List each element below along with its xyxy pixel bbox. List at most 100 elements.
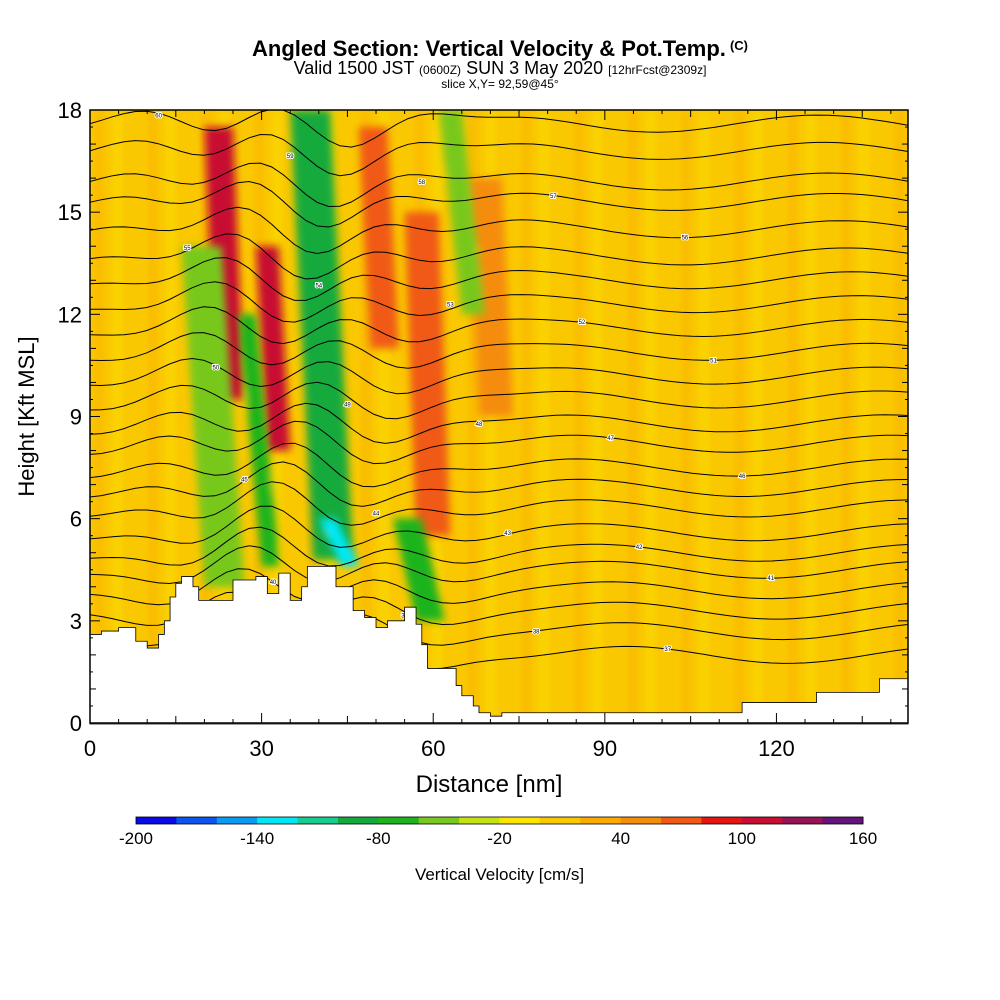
colorbar-label: Vertical Velocity [cm/s] [415,865,584,884]
colorbar-tick-label: -140 [240,829,274,848]
theta-line [90,162,908,208]
field-streak [576,110,584,723]
theta-label: 59 [287,154,294,160]
field-streak [860,110,868,723]
y-tick-label: 9 [70,405,82,430]
colorbar-tick-label: -20 [487,829,512,848]
field-streak [291,110,299,723]
theta-label: 40 [270,580,277,586]
band-contour [255,246,291,451]
theta-label: 51 [710,358,717,364]
x-tick-label: 120 [758,736,795,761]
colorbar-swatch [257,817,299,824]
valid-time-line: Valid 1500 JST (0600Z) SUN 3 May 2020 [1… [0,58,1000,79]
theta-label: 50 [213,365,220,371]
theta-line [90,545,908,585]
theta-label: 48 [476,422,483,428]
colorbar-swatch [176,817,218,824]
colorbar-swatch [216,817,258,824]
downdraft-band [318,518,359,567]
field-streak [398,110,406,723]
y-axis-label: Height [Kft MSL] [14,336,39,496]
band-contour [404,212,451,536]
field-streak [344,110,352,723]
valid-prefix: Valid 1500 JST [293,58,415,78]
theta-line [90,591,908,626]
terrain-mask [89,565,909,725]
colorbar-swatch [661,817,702,824]
terrain [89,565,909,725]
theta-label: 37 [664,647,671,653]
colorbar-frame [135,816,864,825]
theta-line [90,110,908,148]
theta-label: 49 [344,403,351,409]
theta-line [90,461,908,507]
field-streak [149,110,157,723]
theta-label: 41 [767,576,774,582]
field-streak [682,110,690,723]
field-streak [664,110,672,723]
field-streak [807,110,815,723]
theta-label: 43 [504,531,511,537]
theta-line [90,420,908,465]
x-tick-label: 60 [421,736,445,761]
field-streak [113,110,121,723]
colorbar-tick-label: 160 [849,829,877,848]
theta-line [90,442,908,488]
theta-label: 42 [636,545,643,551]
theta-line [90,233,908,280]
theta-line [90,481,908,526]
band-contour [358,127,399,349]
field-streak [131,110,139,723]
updraft-band [255,246,291,451]
theta-label: 44 [373,512,380,518]
field-streak [878,110,886,723]
colorbar-swatch [378,817,420,824]
field-streak [380,110,388,723]
theta-line [90,381,908,420]
colorbar-swatch [741,817,783,824]
theta-line [90,568,908,606]
field-streak [558,110,566,723]
valid-utc: (0600Z) [419,63,462,77]
x-tick-label: 30 [249,736,273,761]
colorbar-swatch [539,817,581,824]
theta-label: 52 [579,320,586,326]
colorbar-swatch [418,817,460,824]
theta-label: 55 [184,246,191,252]
field-streak [611,110,619,723]
theta-line [90,505,908,548]
colorbar-swatch [822,817,864,824]
band-contour [181,246,245,587]
slice-info: slice X,Y= 92,59@45° [441,77,559,91]
colorbar-swatch [136,817,177,824]
field-streak [647,110,655,723]
field-streak [736,110,744,723]
y-tick-label: 12 [58,302,82,327]
field-streak [842,110,850,723]
forecast-tag: [12hrFcst@2309z] [608,63,707,77]
colorbar-swatch [782,817,824,824]
y-tick-label: 0 [70,711,82,736]
theta-label: 53 [447,303,454,309]
field-streak [469,110,477,723]
downdraft-band [290,110,354,560]
x-tick-label: 0 [84,736,96,761]
field-streak [753,110,761,723]
downdraft-band [181,246,245,587]
y-tick-label: 6 [70,507,82,532]
theta-label: 57 [550,194,557,200]
theta-line [90,526,908,567]
colorbar-swatch [499,817,541,824]
colorbar-swatch [337,817,379,824]
theta-line [90,357,908,395]
band-contour [393,518,445,621]
field-streak [238,110,246,723]
x-tick-label: 90 [593,736,617,761]
chart-title: Angled Section: Vertical Velocity & Pot.… [0,36,1000,62]
theta-label: 56 [682,236,689,242]
theta-label: 38 [533,630,540,636]
theta-line [90,180,908,228]
colorbar-tick-label: 40 [611,829,630,848]
